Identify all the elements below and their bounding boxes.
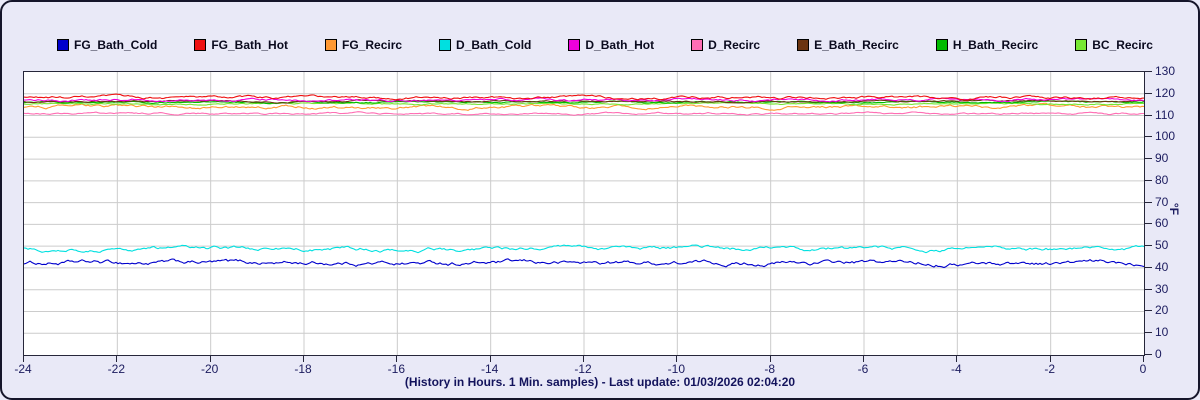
y-axis-tick-label: 110 [1155,107,1175,122]
y-axis-tick-label: 0 [1155,347,1162,361]
legend-item-FG_Recirc: FG_Recirc [325,38,402,52]
legend-item-D_Recirc: D_Recirc [691,38,760,52]
x-axis-tick-label: -18 [294,362,312,376]
series-line-FG_Recirc [24,102,1144,111]
y-axis-tick [1145,136,1152,138]
x-axis-tick-label: -4 [950,362,962,376]
legend-label: BC_Recirc [1092,38,1153,52]
y-axis-tick [1145,158,1152,160]
legend-label: D_Bath_Cold [456,38,532,52]
legend-label: FG_Recirc [342,38,403,52]
x-axis-tick [676,356,678,362]
y-axis-tick-label: 40 [1155,259,1169,274]
legend-color-swatch-icon [325,39,338,51]
legend-color-swatch-icon [194,39,207,51]
y-axis-tick [1145,223,1152,225]
x-axis-tick-label: -8 [764,362,775,376]
legend-color-swatch-icon [797,39,810,51]
x-axis-tick-label: -2 [1044,362,1055,376]
legend-item-FG_Bath_Cold: FG_Bath_Cold [57,38,157,52]
x-axis-tick-label: -20 [200,362,219,376]
series-line-FG_Bath_Cold [24,258,1144,269]
x-axis-tick-label: -22 [107,362,125,376]
y-axis-tick [1145,114,1152,116]
x-axis-tick-label: -10 [667,362,685,376]
legend-label: E_Bath_Recirc [814,38,899,52]
plot-area [23,71,1145,356]
x-axis-tick [303,356,304,362]
legend-color-swatch-icon [439,39,452,51]
y-axis-tick-label: 90 [1155,151,1169,166]
legend-label: H_Bath_Recirc [952,38,1039,52]
x-axis-tick [1143,356,1144,362]
y-axis-unit-label: °F [1167,202,1182,216]
x-axis-tick [209,356,211,362]
y-axis-tick [1145,354,1152,355]
legend-color-swatch-icon [935,39,948,51]
legend-color-swatch-icon [1075,39,1088,51]
x-axis-tick-label: -12 [574,362,592,376]
y-axis-tick [1145,201,1152,203]
legend-item-D_Bath_Cold: D_Bath_Cold [439,38,531,52]
series-line-D_Recirc [24,111,1144,116]
x-axis-tick [583,356,584,362]
legend-item-BC_Recirc: BC_Recirc [1075,38,1153,52]
y-axis-tick [1145,288,1152,290]
x-axis-tick-label: 0 [1139,362,1147,376]
x-axis-tick [396,356,398,362]
series-line-FG_Bath_Hot [24,93,1144,101]
x-axis-tick [23,356,24,362]
y-axis-tick [1145,92,1152,94]
x-axis-tick-label: -6 [857,362,869,376]
chart-legend: FG_Bath_Cold FG_Bath_Hot FG_Recirc D_Bath_C… [57,38,1153,52]
legend-color-swatch-icon [691,39,704,51]
y-axis-tick [1145,310,1152,312]
y-axis-tick [1145,332,1152,334]
y-axis-tick-label: 50 [1155,238,1169,253]
x-axis-tick-label: -24 [14,362,32,376]
y-axis-tick-label: 60 [1155,216,1169,231]
plot-svg [24,72,1144,355]
y-axis-tick [1145,266,1152,268]
legend-item-H_Bath_Recirc: H_Bath_Recirc [935,38,1039,52]
y-axis-tick-label: 70 [1155,194,1169,209]
y-axis-tick-label: 80 [1155,172,1169,187]
y-axis-tick [1145,245,1152,247]
legend-item-FG_Bath_Hot: FG_Bath_Hot [194,38,288,52]
y-axis-tick [1145,179,1152,181]
series-line-D_Bath_Cold [24,244,1144,254]
series-line-H_Bath_Recirc [24,100,1144,105]
x-axis-tick [116,356,118,362]
legend-color-swatch-icon [568,39,581,51]
y-axis-tick-label: 100 [1155,129,1176,144]
legend-label: FG_Bath_Hot [211,38,289,52]
legend-color-swatch-icon [57,39,69,51]
x-axis-tick [489,356,491,362]
y-axis-tick-label: 10 [1155,325,1169,340]
legend-label: D_Recirc [708,38,761,52]
x-axis-tick [863,356,864,362]
y-axis-tick-label: 20 [1155,303,1169,318]
y-axis-tick-label: 130 [1155,64,1176,78]
x-axis-tick-label: -14 [480,362,499,376]
x-axis-tick-label: -16 [387,362,405,376]
legend-item-D_Bath_Hot: D_Bath_Hot [568,38,654,52]
chart-caption: (History in Hours. 1 Min. samples) - Las… [404,375,796,389]
x-axis-tick [769,356,771,362]
y-axis-tick-label: 120 [1155,85,1176,100]
y-axis-tick [1145,71,1152,72]
x-axis-tick [1049,356,1051,362]
legend-label: D_Bath_Hot [585,38,655,52]
y-axis-tick-label: 30 [1155,281,1169,296]
legend-item-E_Bath_Recirc: E_Bath_Recirc [797,38,899,52]
series-line-D_Bath_Hot [24,97,1144,103]
series-line-BC_Recirc [24,101,1144,106]
legend-label: FG_Bath_Cold [74,38,158,52]
x-axis-tick [956,356,958,362]
